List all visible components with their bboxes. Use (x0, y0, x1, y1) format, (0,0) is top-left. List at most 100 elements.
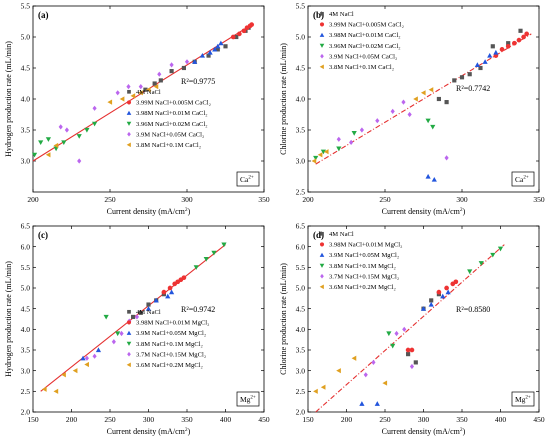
legend-label: 3.9M NaCl+0.05M MgCl₂ (136, 330, 206, 337)
data-point (45, 137, 51, 142)
data-point (152, 81, 157, 86)
y-tick-label: 3.5 (296, 126, 306, 135)
data-point (375, 118, 380, 124)
y-tick-label: 4.0 (21, 325, 31, 334)
data-point (130, 93, 136, 99)
legend: 4M NaCl 3.98M NaCl+0.01M MgCl₂ 3.9M NaCl+0… (126, 309, 209, 369)
data-point (199, 53, 205, 58)
y-tick-label: 5.5 (296, 263, 306, 272)
data-point (349, 139, 354, 145)
x-tick-label: 200 (341, 415, 353, 424)
data-point (218, 40, 224, 46)
data-point (84, 355, 89, 361)
y-tick-label: 5.0 (296, 284, 306, 293)
chart-panel-1: 200 250 300 350 3.0 3.5 4.0 4.5 5.0 5.5 Current de… (4, 2, 270, 216)
data-point (467, 72, 472, 77)
x-tick-label: 450 (258, 415, 270, 424)
y-tick-label: 3.0 (296, 157, 306, 166)
ion-box (236, 391, 260, 407)
data-point (336, 136, 341, 142)
legend-label: 3.99M NaCl+0.005M CaCl₂ (329, 22, 404, 29)
panel-label: (c) (38, 230, 48, 240)
data-point (351, 355, 357, 361)
legend-marker (319, 64, 324, 70)
data-point (521, 34, 526, 40)
y-tick-label: 3.5 (21, 346, 31, 355)
y-tick-label: 2.5 (21, 387, 31, 396)
data-point (72, 368, 78, 374)
legend-marker (127, 131, 131, 137)
chart-panel-2: 200 250 300 350 2.5 3.0 3.5 4.0 4.5 5.0 5.5 Current… (279, 2, 545, 216)
x-tick-label: 250 (379, 415, 391, 424)
y-tick-label: 3.0 (296, 366, 306, 375)
data-point (53, 388, 59, 394)
data-point (84, 127, 90, 133)
data-point (53, 142, 59, 149)
data-point (92, 121, 98, 127)
legend-label: 3.99M NaCl+0.005M CaCl₂ (136, 100, 211, 107)
data-point (169, 62, 174, 68)
series-6 (311, 87, 434, 164)
series-4 (31, 121, 98, 158)
legend-marker (320, 53, 324, 59)
x-tick-label: 400 (220, 415, 232, 424)
series-6 (45, 84, 159, 158)
data-point (413, 96, 418, 102)
data-point (161, 289, 167, 295)
x-tick-label: 350 (456, 415, 468, 424)
y-tick-label: 3.5 (296, 346, 306, 355)
data-point (92, 353, 97, 359)
legend-marker (126, 341, 132, 346)
data-point (223, 44, 228, 49)
legend-marker (319, 32, 325, 37)
legend-label: 3.98M NaCl+0.01M CaCl₂ (136, 110, 208, 117)
data-point (145, 306, 152, 311)
data-point (146, 302, 151, 307)
data-point (103, 314, 109, 320)
series-2 (161, 275, 187, 295)
data-point (206, 53, 211, 58)
data-point (518, 28, 523, 33)
legend-label: 3.8M NaCl+0.1M CaCl₂ (329, 64, 394, 71)
chart-panel-3: 150 200 250 300 350 400 450 2.0 2.5 3.0 3.5 4.0 4.5 5… (4, 222, 270, 436)
legend-label: 3.98M NaCl+0.01M MgCl₂ (329, 242, 402, 249)
x-tick-label: 400 (495, 415, 507, 424)
data-point (371, 359, 376, 365)
data-point (126, 84, 131, 90)
series-2 (493, 31, 530, 58)
data-point (237, 31, 242, 37)
legend-label: 3.8M NaCl+0.1M MgCl₂ (329, 263, 396, 270)
data-point (453, 279, 459, 285)
data-point (115, 90, 120, 96)
y-tick-label: 4.5 (21, 304, 31, 313)
data-point (169, 69, 174, 74)
ion-label: Ca2+ (240, 175, 254, 184)
data-point (45, 152, 51, 158)
data-point (153, 84, 159, 90)
x-tick-label: 200 (302, 195, 314, 204)
data-point (516, 37, 522, 43)
data-point (215, 43, 221, 49)
legend-marker (126, 110, 132, 115)
r-squared-label: R²=0.7742 (456, 84, 490, 93)
series-2 (230, 22, 255, 40)
legend-label: 3.96M NaCl+0.02M CaCl₂ (329, 43, 401, 50)
data-point (413, 360, 418, 365)
data-point (420, 306, 427, 311)
data-point (359, 401, 365, 406)
y-tick-label: 5.5 (21, 2, 31, 11)
y-axis-title: Hydrogen production rate (mL/min) (4, 261, 13, 377)
r-squared-label: R²=0.9742 (181, 305, 215, 314)
data-point (207, 49, 213, 55)
data-point (313, 388, 318, 394)
data-point (77, 158, 82, 164)
series-5 (336, 99, 449, 161)
data-point (524, 31, 530, 37)
data-point (351, 131, 357, 136)
data-point (143, 87, 148, 92)
data-point (84, 361, 89, 368)
legend-label: 4M NaCl (329, 231, 354, 238)
y-tick-label: 2.0 (21, 408, 31, 417)
data-point (41, 386, 47, 392)
